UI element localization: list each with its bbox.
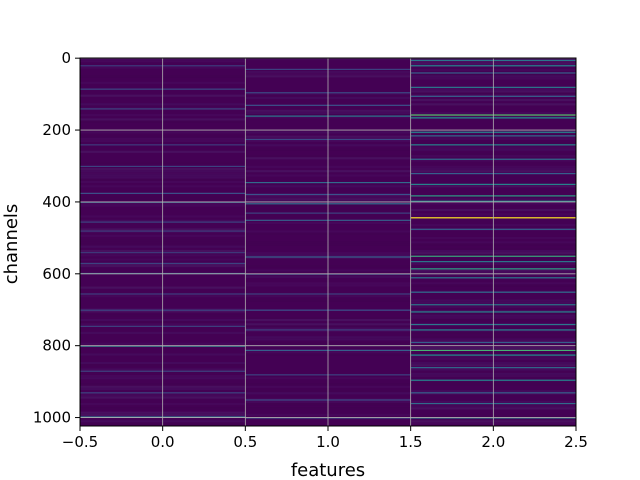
x-tick-label: 0.5 (233, 433, 257, 451)
y-tick-label: 200 (42, 121, 71, 139)
x-tick-label: −0.5 (62, 433, 98, 451)
y-tick-label: 600 (42, 265, 71, 283)
x-tick-label: 0.0 (151, 433, 175, 451)
x-axis-label: features (291, 460, 365, 480)
y-axis: 0 200 400 600 800 1000 (33, 49, 80, 427)
y-tick-label: 0 (61, 49, 71, 67)
x-axis: −0.5 0.0 0.5 1.0 1.5 2.0 2.5 (62, 426, 588, 451)
y-tick-label: 400 (42, 193, 71, 211)
y-tick-label: 1000 (33, 409, 71, 427)
y-axis-label: channels (1, 204, 22, 285)
x-tick-label: 1.0 (316, 433, 340, 451)
y-tick-label: 800 (42, 337, 71, 355)
x-tick-label: 2.5 (564, 433, 588, 451)
x-tick-label: 1.5 (399, 433, 423, 451)
x-tick-label: 2.0 (481, 433, 505, 451)
plot-area (79, 57, 577, 427)
